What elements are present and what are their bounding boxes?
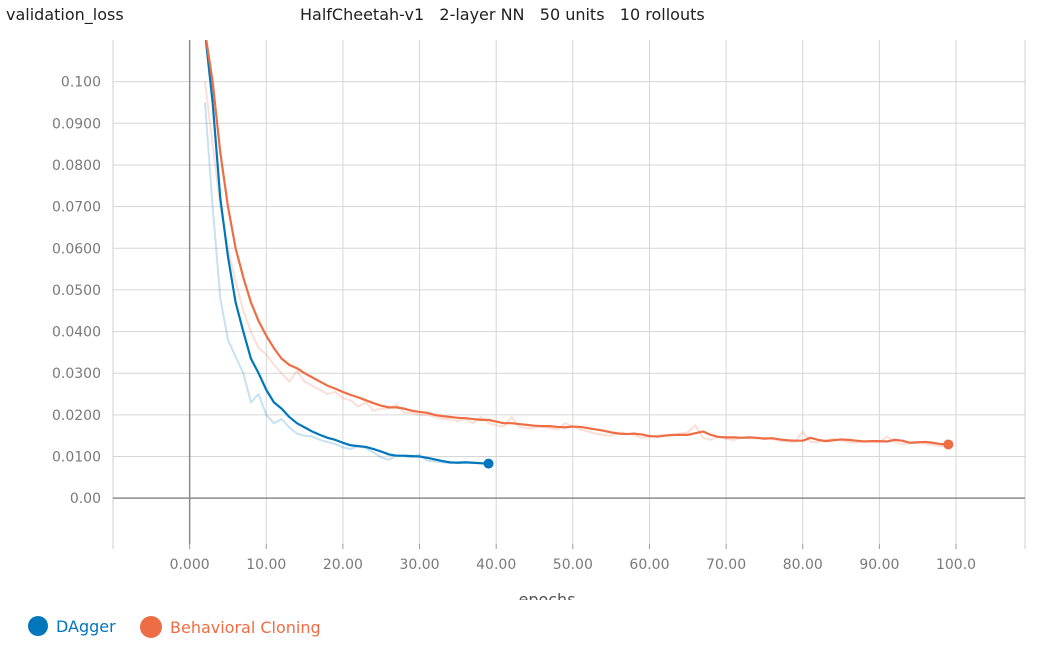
x-tick-label: 80.00 — [783, 557, 823, 573]
x-tick-label: 70.00 — [706, 557, 746, 573]
axes — [113, 40, 1025, 544]
legend-label: DAgger — [56, 616, 116, 636]
series-line-dagger — [204, 40, 489, 465]
y-tick-label: 0.00 — [70, 491, 101, 507]
x-tick-label: 40.00 — [476, 557, 516, 573]
series-line-behavioral-cloning — [205, 40, 949, 446]
smoothed-series-lines — [204, 40, 949, 465]
series-raw-line-dagger — [203, 102, 489, 466]
tick-labels: 0.00 0.0100 0.0200 0.0300 0.0400 0.0500 0.0600… — [52, 75, 976, 573]
y-tick-label: 0.0500 — [52, 283, 101, 299]
series-raw-line-behavioral-cloning — [203, 81, 949, 448]
x-tick-label: 20.00 — [323, 557, 363, 573]
x-tick-label: 60.00 — [629, 557, 669, 573]
legend-item-dagger[interactable]: DAgger — [28, 616, 116, 636]
chart-title: HalfCheetah-v1 2-layer NN 50 units 10 ro… — [300, 5, 705, 24]
y-tick-label: 0.0100 — [52, 450, 101, 466]
legend-swatch-icon — [28, 616, 48, 636]
x-tick-label: 50.00 — [553, 557, 593, 573]
x-tick-label: 10.00 — [246, 557, 286, 573]
y-tick-label: 0.100 — [61, 75, 101, 91]
y-tick-label: 0.0300 — [52, 366, 101, 382]
y-tick-label: 0.0600 — [52, 241, 101, 257]
x-tick-label: 100.0 — [936, 557, 976, 573]
y-tick-label: 0.0700 — [52, 200, 101, 216]
y-axis-metric-label: validation_loss — [6, 5, 124, 24]
grid — [112, 40, 1026, 549]
y-tick-label: 0.0800 — [52, 158, 101, 174]
y-tick-label: 0.0900 — [52, 116, 101, 132]
y-tick-label: 0.0400 — [52, 325, 101, 341]
line-chart: 0.00 0.0100 0.0200 0.0300 0.0400 0.0500 0.0600… — [52, 40, 1026, 600]
legend-item-behavioral-cloning[interactable]: Behavioral Cloning — [140, 616, 321, 638]
x-axis-label: epochs — [518, 590, 575, 600]
x-tick-label: 90.00 — [859, 557, 899, 573]
x-tick-label: 0.000 — [170, 557, 210, 573]
series-endpoint-dagger — [483, 458, 494, 469]
x-tick-label: 30.00 — [400, 557, 440, 573]
series-endpoint-behavioral-cloning — [943, 439, 954, 450]
legend-label: Behavioral Cloning — [170, 617, 321, 637]
y-tick-label: 0.0200 — [52, 408, 101, 424]
raw-series-lines — [203, 81, 949, 466]
legend-swatch-icon — [140, 616, 162, 638]
